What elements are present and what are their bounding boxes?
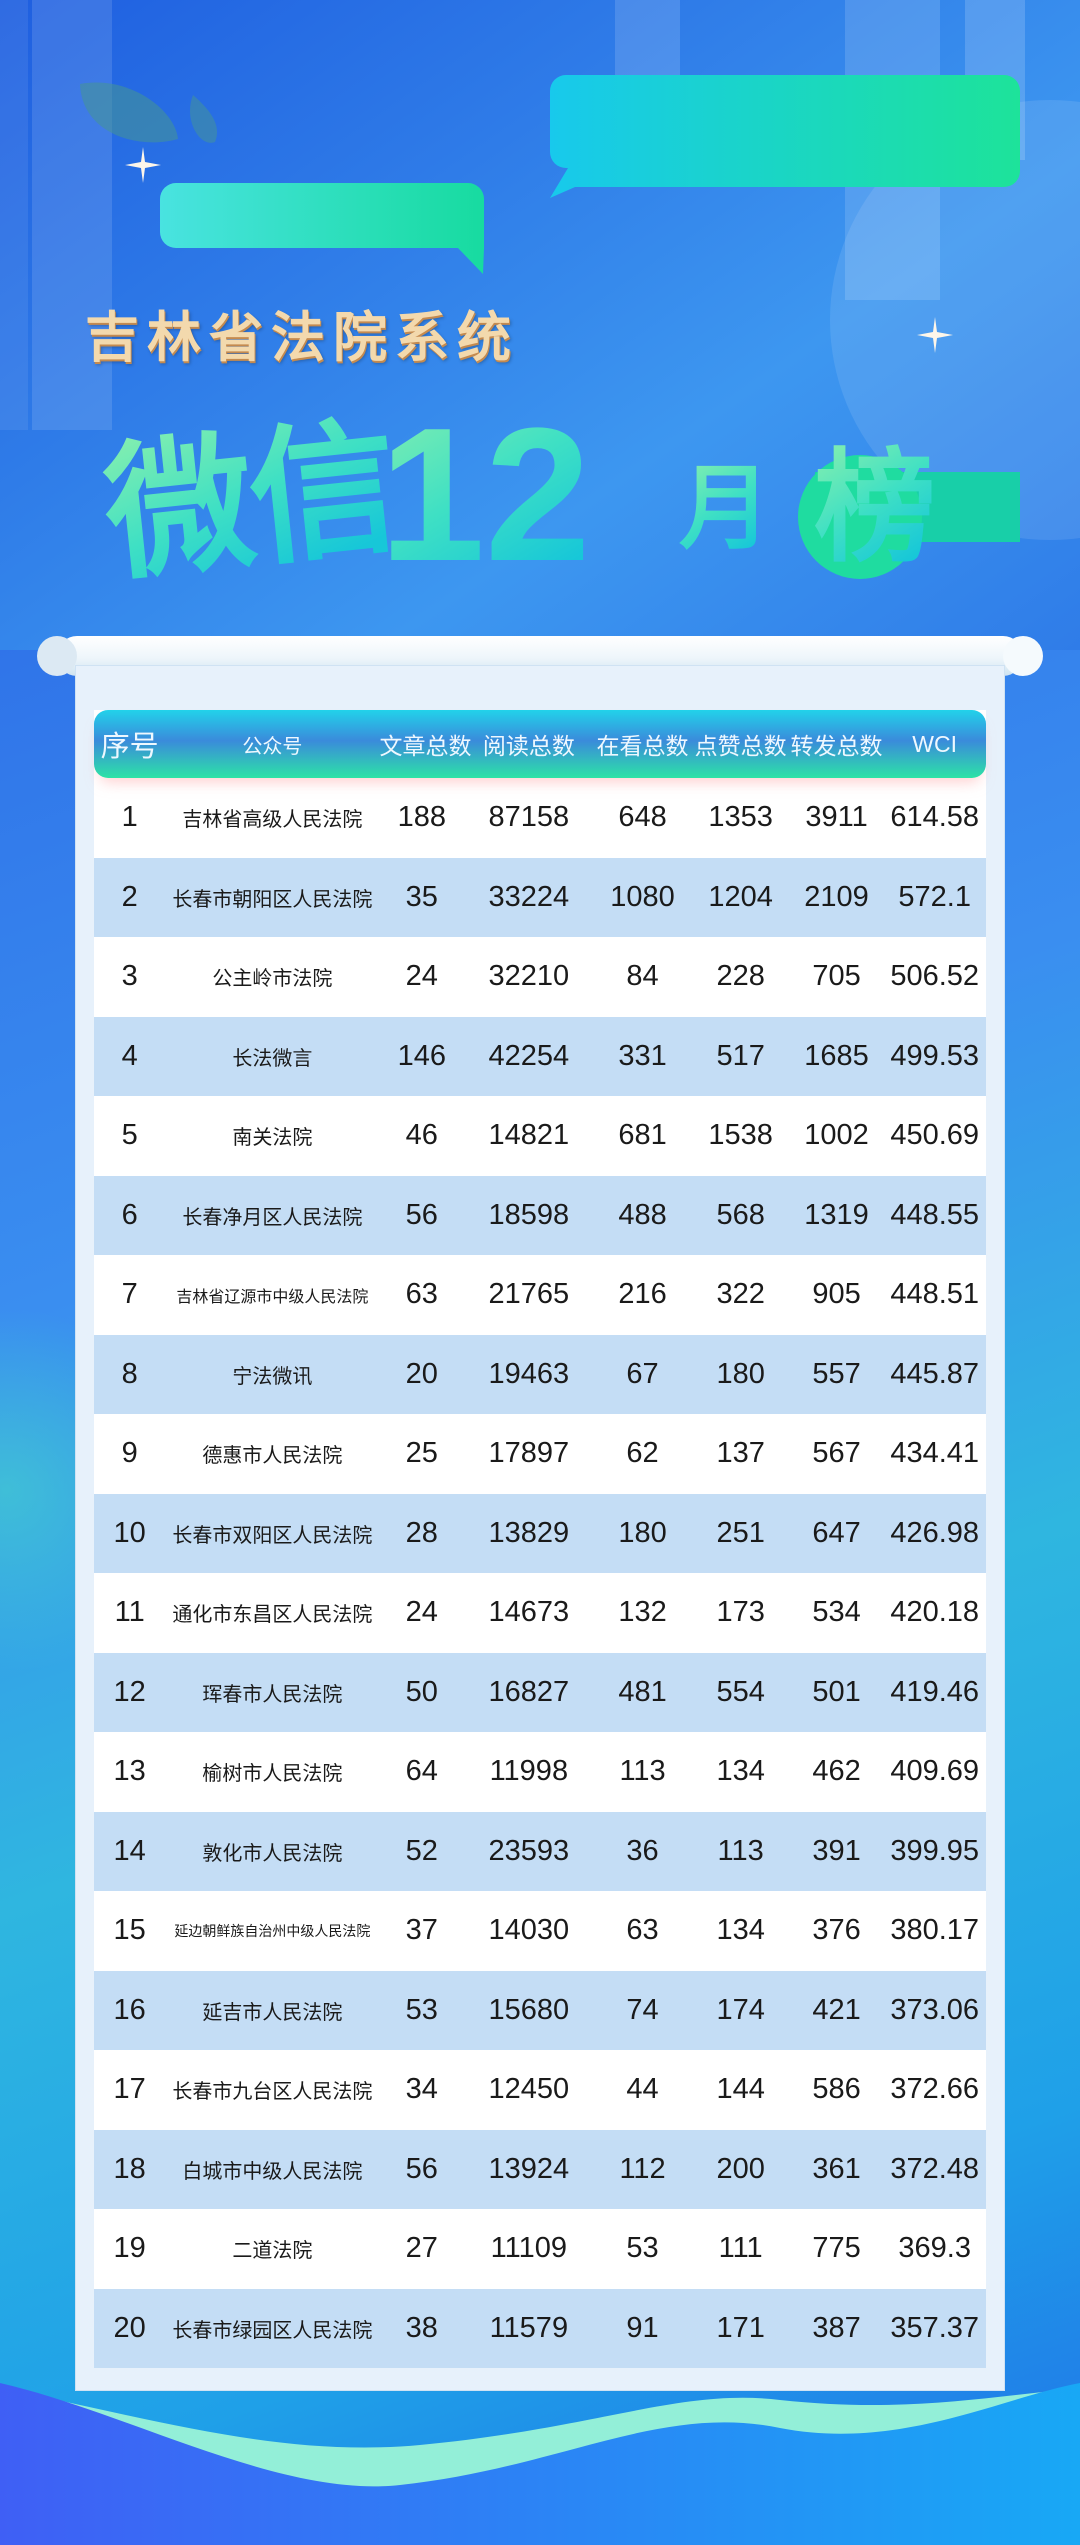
- svg-text:月: 月: [679, 458, 771, 560]
- svg-text:榜: 榜: [814, 440, 936, 576]
- svg-text:微信: 微信: [97, 405, 402, 592]
- svg-text:12: 12: [379, 389, 590, 592]
